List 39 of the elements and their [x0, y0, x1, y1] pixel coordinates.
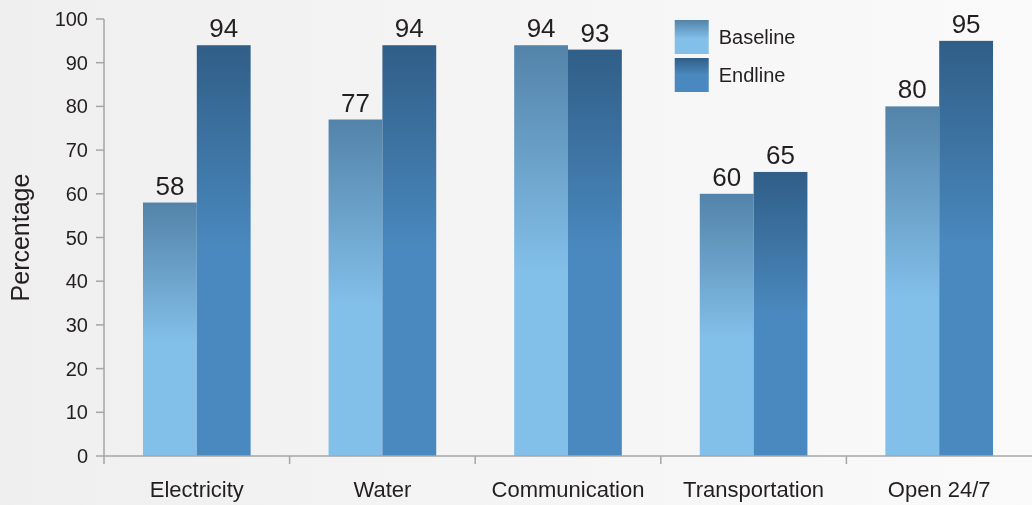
y-tick-label: 70 — [65, 139, 88, 162]
data-label: 65 — [766, 139, 795, 170]
data-label: 94 — [209, 13, 239, 44]
y-tick-label: 10 — [65, 401, 88, 424]
data-label: 77 — [341, 87, 370, 118]
x-tick-label: Communication — [491, 477, 645, 502]
bar — [382, 45, 437, 456]
data-label: 93 — [580, 17, 610, 48]
y-tick-label: 30 — [65, 313, 88, 336]
data-label: 95 — [951, 8, 981, 39]
y-tick-label: 60 — [65, 182, 88, 205]
y-tick-label: 40 — [65, 270, 88, 293]
y-tick-label: 0 — [76, 445, 88, 467]
y-axis-title: Percentage — [6, 173, 34, 302]
data-label: 94 — [394, 13, 424, 44]
legend-label: Endline — [718, 64, 786, 86]
y-tick-label: 80 — [65, 95, 88, 118]
data-label: 60 — [712, 161, 742, 192]
x-tick-label: Transportation — [683, 477, 825, 502]
bar — [939, 40, 994, 456]
x-tick-label: Water — [353, 477, 412, 502]
bar — [753, 171, 808, 456]
y-tick-label: 90 — [65, 51, 88, 74]
legend-label: Baseline — [718, 26, 796, 48]
y-tick-label: 20 — [65, 357, 88, 380]
bar — [885, 106, 940, 456]
bar — [568, 49, 622, 456]
y-tick-label: 100 — [54, 8, 88, 30]
bar — [196, 45, 251, 456]
x-tick-label: Electricity — [149, 477, 244, 502]
x-tick-label: Open 24/7 — [887, 477, 991, 502]
data-label: 80 — [897, 74, 927, 105]
bar — [699, 193, 754, 456]
bar — [514, 45, 568, 456]
bar — [142, 202, 197, 456]
y-tick-label: 50 — [65, 226, 88, 249]
data-label: 94 — [526, 13, 556, 44]
data-label: 58 — [155, 170, 185, 201]
bar — [328, 119, 383, 456]
